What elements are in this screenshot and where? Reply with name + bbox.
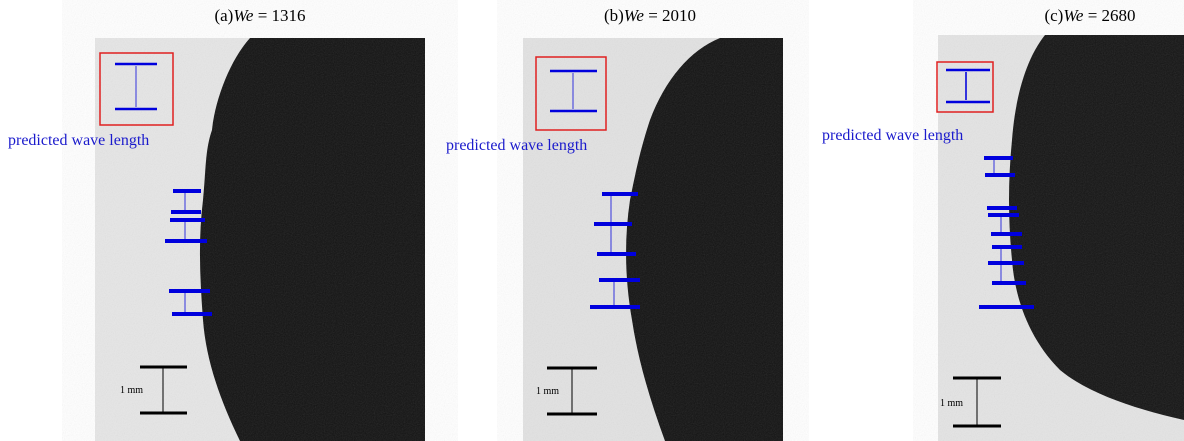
title-part: (b) (604, 6, 624, 25)
photo-grain (938, 35, 1184, 441)
title-part: = 2010 (648, 6, 696, 25)
title-part: (a) (214, 6, 233, 25)
legend-box (99, 52, 174, 126)
legend-box (936, 61, 994, 113)
wave-bars (165, 189, 212, 316)
title-part: We (233, 6, 254, 25)
scale-bar (547, 366, 597, 416)
panel-a: (a)We = 1316 predicted wave length 1 mm (8, 6, 425, 441)
panel-title: (b)We = 2010 (604, 6, 696, 25)
photo-grain (523, 38, 783, 441)
panel-c: (c)We = 2680 predicted wave length 1 mm (822, 6, 1184, 441)
legend-box (535, 56, 607, 131)
photo-grain (95, 38, 425, 441)
annotation: predicted wave length (822, 127, 963, 144)
wave-bars (979, 156, 1034, 309)
scale-bar (953, 376, 1001, 428)
title-part: = 1316 (258, 6, 306, 25)
panel-title: (a)We = 1316 (214, 6, 305, 25)
title-part: (c) (1044, 6, 1063, 25)
scale-label: 1 mm (120, 385, 143, 396)
scale-label: 1 mm (940, 398, 963, 409)
scale-label: 1 mm (536, 386, 559, 397)
scale-bar (140, 365, 187, 415)
panel-b: (b)We = 2010 predicted wave length 1 mm (446, 6, 783, 441)
wave-bars (590, 192, 640, 309)
annotation: predicted wave length (446, 137, 587, 154)
title-part: = 2680 (1088, 6, 1136, 25)
title-part: We (1063, 6, 1084, 25)
panel-title: (c)We = 2680 (1044, 6, 1135, 25)
title-part: We (624, 6, 645, 25)
annotation: predicted wave length (8, 132, 149, 149)
